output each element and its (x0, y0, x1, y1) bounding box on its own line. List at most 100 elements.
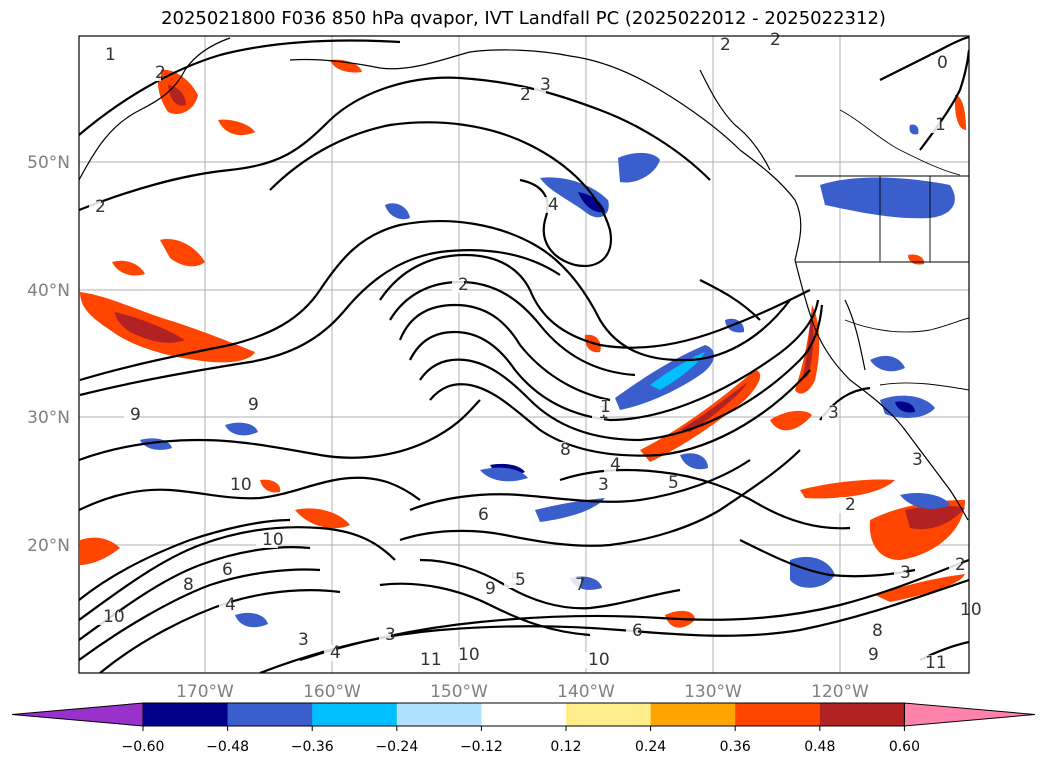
anomaly-patch (480, 467, 528, 482)
lon-tick-120w: 120°W (811, 682, 869, 702)
anomaly-patch (535, 498, 605, 522)
contour-label-bg (592, 477, 604, 493)
contour-label: 8 (872, 621, 883, 641)
contour-label: 5 (668, 473, 679, 493)
colorbar-tick-label: −0.36 (291, 739, 334, 755)
colorbar-segment (566, 703, 652, 726)
contour-label: 9 (248, 395, 259, 415)
anomaly-patch (80, 292, 255, 363)
contour-label: 2 (770, 30, 781, 50)
anomaly-patch (790, 556, 835, 588)
colorbar-segment (227, 703, 313, 726)
colorbar-labels: −0.60 −0.48 −0.36 −0.24 −0.12 0.12 0.24 0.36 0.4… (122, 726, 920, 755)
contour-label-bg (149, 65, 161, 81)
contour-label-bg (662, 475, 674, 491)
lon-tick-140w: 140°W (557, 682, 615, 702)
contour-label-bg (379, 627, 391, 643)
contour-label: 4 (610, 455, 621, 475)
contour-label: 10 (588, 650, 610, 670)
colorbar-segment (481, 703, 567, 726)
anomaly-patch (875, 574, 965, 602)
colorbar-segment (735, 703, 821, 726)
contour-label-bg (929, 117, 941, 133)
colorbar-segment (312, 703, 398, 726)
contour-label-bg (509, 572, 521, 588)
contour-label: 0 (937, 53, 948, 73)
contour-label: 3 (828, 403, 839, 423)
anomaly-patch (235, 612, 268, 628)
contour-label: 1 (105, 45, 116, 65)
anomaly-patch (680, 382, 748, 432)
contour-label: 4 (225, 595, 236, 615)
contour-label-bg (534, 77, 546, 93)
contour-label: 9 (868, 645, 879, 665)
contour-label-bg (224, 477, 246, 493)
qvapor-shading (80, 59, 966, 628)
contour-label-bg (554, 442, 566, 458)
contour-label-bg (97, 609, 119, 625)
contour-label: 5 (515, 570, 526, 590)
latitude-labels: 50°N 40°N 30°N 20°N (27, 153, 70, 556)
longitude-labels: 170°W 160°W 150°W 140°W 130°W 120°W (176, 682, 869, 702)
contour-label-bg (949, 557, 961, 573)
contour-label: 3 (598, 475, 609, 495)
contour-label: 4 (548, 195, 559, 215)
contour-label-bg (839, 497, 851, 513)
contour-label: 2 (845, 495, 856, 515)
lat-tick-40n: 40°N (27, 281, 70, 301)
contour-label-bg (569, 577, 581, 593)
chart-title: 2025021800 F036 850 hPa qvapor, IVT Land… (161, 8, 886, 29)
contour-label-bg (862, 647, 874, 663)
anomaly-patch (795, 305, 820, 394)
lon-tick-150w: 150°W (430, 682, 488, 702)
contour-label: 3 (900, 563, 911, 583)
anomaly-patch (112, 260, 145, 276)
contour-label-bg (954, 602, 976, 618)
contour-label: 8 (183, 575, 194, 595)
contour-label-bg (866, 623, 878, 639)
anomaly-patch (895, 401, 915, 413)
contour-label-bg (452, 277, 464, 293)
colorbar-extend-low (11, 702, 144, 727)
colorbar-tick-label: 0.36 (720, 739, 751, 755)
contour-label: 3 (540, 75, 551, 95)
contour-label-bg (594, 399, 606, 415)
anomaly-patch (909, 124, 919, 135)
anomaly-patch (802, 312, 814, 380)
colorbar-segment (650, 703, 736, 726)
colorbar-tick-label: −0.48 (206, 739, 249, 755)
contour-label: 2 (720, 35, 731, 55)
contour-label-bg (582, 652, 604, 668)
contour-label: 6 (478, 505, 489, 525)
anomaly-patch (330, 59, 362, 73)
anomaly-patch (168, 85, 186, 106)
anomaly-patch (640, 370, 761, 462)
anomaly-patch (870, 355, 905, 372)
contour-label: 2 (955, 555, 966, 575)
colorbar-outline (142, 702, 905, 727)
anomaly-patch (650, 352, 705, 390)
contour-label-bg (894, 565, 906, 581)
colorbar-tick-label: −0.60 (122, 739, 165, 755)
coastlines (79, 37, 969, 521)
contour-label-bg (919, 655, 941, 671)
anomaly-patch (905, 505, 965, 530)
contour-label-bg (604, 457, 616, 473)
contour-label-bg (99, 47, 111, 63)
contour-label: 1 (935, 115, 946, 135)
anomaly-patch (900, 493, 950, 509)
contour-label: 10 (458, 645, 480, 665)
colorbar-tick-label: 0.48 (804, 739, 835, 755)
anomaly-patch (260, 479, 281, 493)
lon-tick-170w: 170°W (176, 682, 234, 702)
contour-label: 10 (103, 607, 125, 627)
contour-label-bg (219, 597, 231, 613)
contour-label: 8 (560, 440, 571, 460)
colorbar-tick-label: −0.24 (375, 739, 418, 755)
colorbar-tick-label: 0.60 (889, 739, 920, 755)
contour-label-bg (514, 87, 526, 103)
anomaly-patch (160, 239, 205, 267)
colorbar-extend-high (903, 702, 1036, 727)
anomaly-patch (115, 312, 185, 343)
